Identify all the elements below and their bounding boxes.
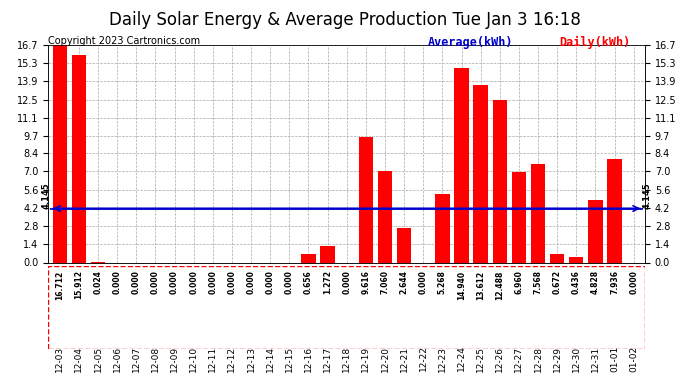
Text: 12-20: 12-20 — [380, 346, 389, 372]
Text: 15.912: 15.912 — [75, 270, 83, 299]
Text: 12-10: 12-10 — [189, 346, 198, 372]
Bar — [72, 55, 86, 262]
Text: 4.828: 4.828 — [591, 270, 600, 294]
Text: 12-15: 12-15 — [285, 346, 294, 372]
Text: 12-28: 12-28 — [533, 346, 542, 372]
Text: 12-06: 12-06 — [112, 346, 121, 372]
Text: 12-12: 12-12 — [228, 346, 237, 372]
Text: 12-04: 12-04 — [75, 346, 83, 372]
Text: 9.616: 9.616 — [362, 270, 371, 294]
Text: 0.000: 0.000 — [189, 270, 198, 294]
Text: 0.672: 0.672 — [553, 270, 562, 294]
Text: 0.000: 0.000 — [151, 270, 160, 294]
Text: 12.488: 12.488 — [495, 270, 504, 300]
Bar — [378, 171, 392, 262]
Text: 14.940: 14.940 — [457, 270, 466, 300]
Text: 0.000: 0.000 — [419, 270, 428, 294]
Bar — [512, 172, 526, 262]
Text: 12-25: 12-25 — [476, 346, 485, 372]
Text: 12-29: 12-29 — [553, 346, 562, 372]
Bar — [454, 68, 469, 262]
Text: 12-23: 12-23 — [438, 346, 447, 372]
Text: 12-05: 12-05 — [94, 346, 103, 372]
Bar — [52, 45, 67, 262]
Text: 12-17: 12-17 — [323, 346, 332, 372]
Bar — [320, 246, 335, 262]
Text: 12-26: 12-26 — [495, 346, 504, 372]
Text: 12-19: 12-19 — [362, 346, 371, 372]
Text: Daily Solar Energy & Average Production Tue Jan 3 16:18: Daily Solar Energy & Average Production … — [109, 11, 581, 29]
Bar — [531, 164, 545, 262]
Text: 0.000: 0.000 — [342, 270, 351, 294]
Text: 0.000: 0.000 — [228, 270, 237, 294]
Text: 4.145: 4.145 — [42, 182, 51, 209]
Text: 01-02: 01-02 — [629, 346, 638, 372]
Text: 1.272: 1.272 — [323, 270, 332, 294]
Text: 12-16: 12-16 — [304, 346, 313, 372]
Text: 0.000: 0.000 — [170, 270, 179, 294]
Text: 12-14: 12-14 — [266, 346, 275, 372]
Text: 7.060: 7.060 — [380, 270, 389, 294]
Text: 7.936: 7.936 — [610, 270, 619, 294]
Bar — [569, 257, 584, 262]
Bar — [550, 254, 564, 262]
Text: 0.000: 0.000 — [285, 270, 294, 294]
Text: 12-24: 12-24 — [457, 346, 466, 372]
Bar — [589, 200, 602, 262]
Text: 4.145: 4.145 — [642, 182, 651, 209]
Text: 0.000: 0.000 — [112, 270, 121, 294]
Text: 12-30: 12-30 — [572, 346, 581, 372]
Text: 0.000: 0.000 — [132, 270, 141, 294]
Text: 12-13: 12-13 — [246, 346, 255, 372]
Text: 0.436: 0.436 — [572, 270, 581, 294]
Bar — [302, 254, 315, 262]
Text: 0.024: 0.024 — [94, 270, 103, 294]
Text: 12-18: 12-18 — [342, 346, 351, 372]
Text: 12-21: 12-21 — [400, 346, 408, 372]
Bar — [435, 194, 450, 262]
Text: 01-01: 01-01 — [610, 346, 619, 372]
Text: 12-09: 12-09 — [170, 346, 179, 372]
Bar — [493, 100, 507, 262]
Text: 2.644: 2.644 — [400, 270, 408, 294]
Text: 0.656: 0.656 — [304, 270, 313, 294]
Text: 16.712: 16.712 — [55, 270, 64, 300]
Text: 0.000: 0.000 — [266, 270, 275, 294]
Text: 0.000: 0.000 — [246, 270, 255, 294]
Text: 12-08: 12-08 — [151, 346, 160, 372]
Bar — [359, 137, 373, 262]
Text: 13.612: 13.612 — [476, 270, 485, 300]
Bar — [607, 159, 622, 262]
Text: 12-07: 12-07 — [132, 346, 141, 372]
Text: 0.000: 0.000 — [208, 270, 217, 294]
Text: Daily(kWh): Daily(kWh) — [559, 36, 630, 49]
Text: Average(kWh): Average(kWh) — [428, 36, 513, 49]
Text: 12-22: 12-22 — [419, 346, 428, 372]
Text: 12-11: 12-11 — [208, 346, 217, 372]
Text: 0.000: 0.000 — [629, 270, 638, 294]
Text: 12-27: 12-27 — [514, 346, 524, 372]
Text: 7.568: 7.568 — [533, 270, 542, 294]
Text: Copyright 2023 Cartronics.com: Copyright 2023 Cartronics.com — [48, 36, 200, 46]
Text: 12-03: 12-03 — [55, 346, 64, 372]
Text: 5.268: 5.268 — [438, 270, 447, 294]
Text: 12-31: 12-31 — [591, 346, 600, 372]
Bar — [473, 85, 488, 262]
Bar — [397, 228, 411, 262]
Text: 6.960: 6.960 — [514, 270, 524, 294]
